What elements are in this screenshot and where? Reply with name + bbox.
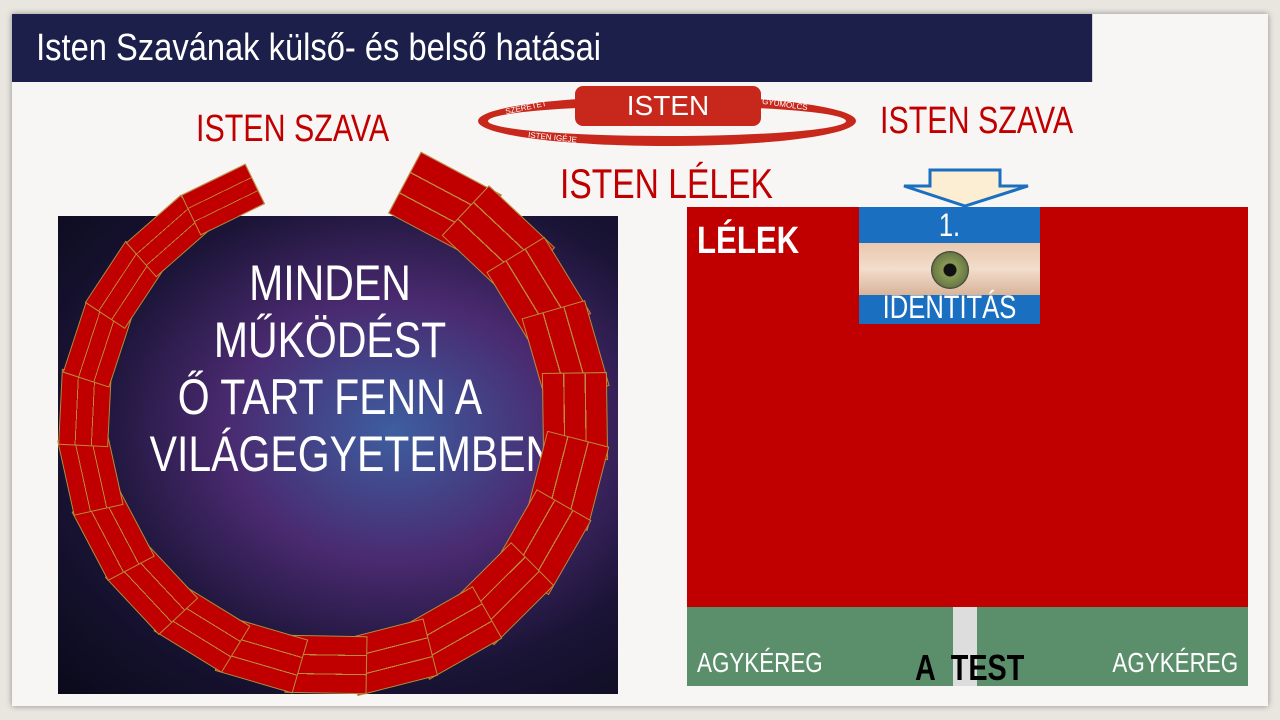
isten-box: ISTEN xyxy=(575,86,761,126)
text-line: VILÁGEGYETEMBEN xyxy=(149,426,556,482)
eye-image xyxy=(859,243,1040,295)
text-line: Ő TART FENN A xyxy=(177,369,483,425)
lelek-label: LÉLEK xyxy=(697,220,800,262)
universe-text: MINDEN MŰKÖDÉST Ő TART FENN A VILÁGEGYET… xyxy=(149,255,556,483)
identity-label: IDENTITÁS xyxy=(882,289,1017,325)
cortex-right-label: AGYKÉREG xyxy=(1112,647,1238,678)
isten-lelek-label: ISTEN LÉLEK xyxy=(560,160,773,207)
slide-title: Isten Szavának külső- és belső hatásai xyxy=(12,14,1093,82)
body-label: A TEST xyxy=(915,647,1025,688)
brain-divider xyxy=(953,607,977,686)
isten-szava-left-label: ISTEN SZAVA xyxy=(196,108,390,150)
cortex-left-label: AGYKÉREG xyxy=(697,647,823,678)
isten-szava-right-label: ISTEN SZAVA xyxy=(880,100,1074,142)
text-line: MINDEN xyxy=(249,255,411,311)
brain-image: AGYKÉREG A TEST AGYKÉREG xyxy=(687,607,1248,688)
input-identity-box: 1. BEMENET IDENTITÁS xyxy=(859,207,1040,325)
text-line: MŰKÖDÉST xyxy=(213,312,447,368)
down-arrow-icon xyxy=(903,168,1029,208)
